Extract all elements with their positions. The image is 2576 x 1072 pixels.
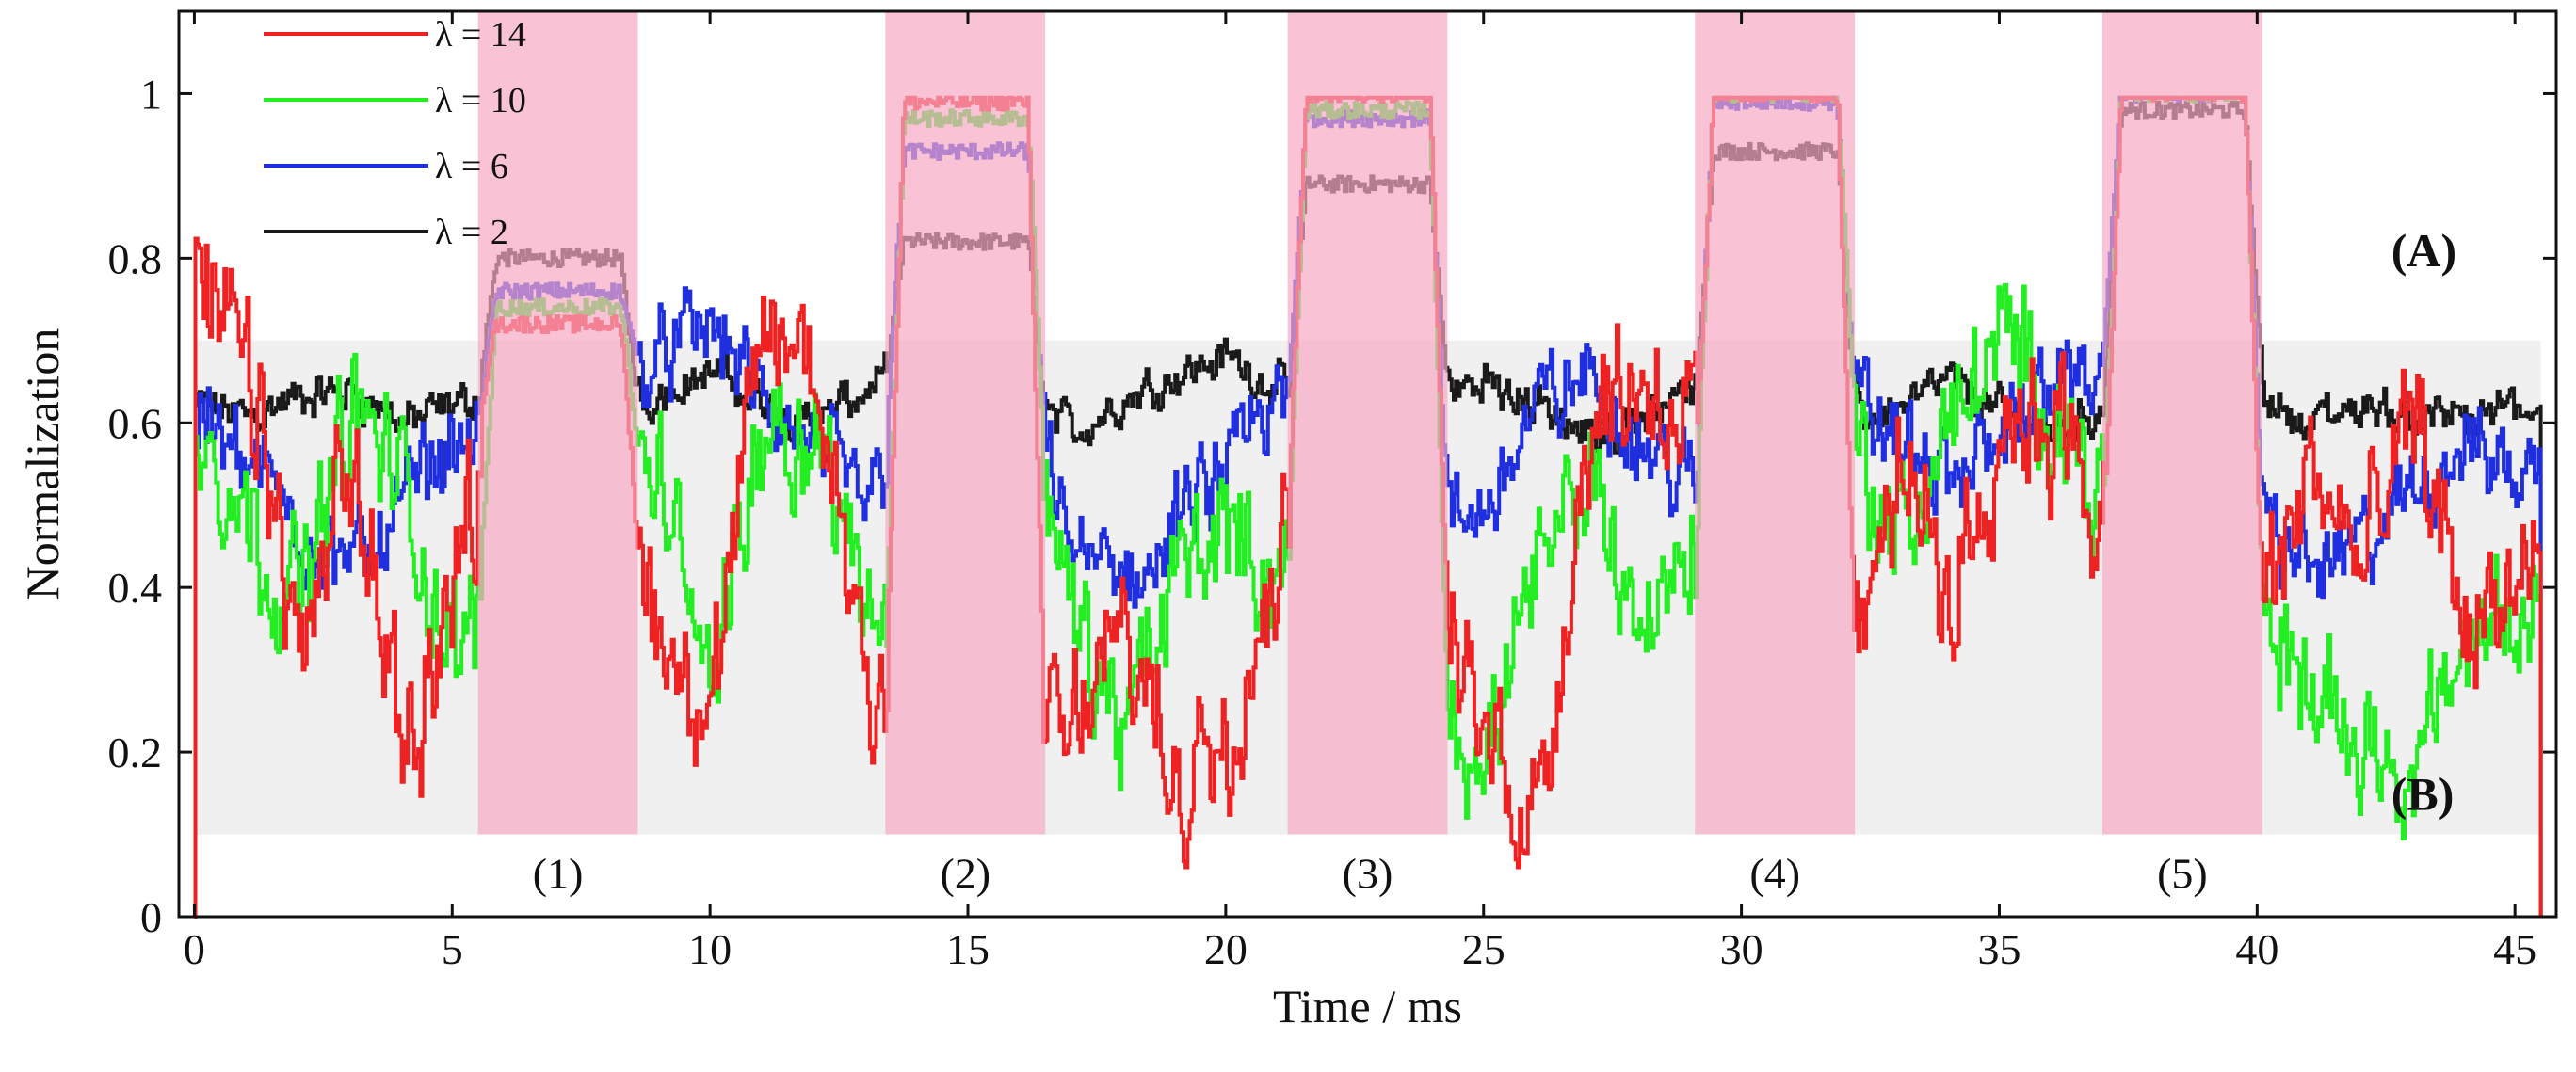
region-label-2: (2) [940,849,990,897]
annotation-b: (B) [2391,767,2455,820]
x-tick-label: 5 [442,925,463,973]
y-tick-label: 0 [140,893,162,941]
x-tick-label: 35 [1977,925,2021,973]
highlight-region-1 [477,12,638,835]
y-axis-label: Normalization [16,328,69,600]
region-labels: (1) (2) (3) (4) (5) (A) (B) [533,224,2456,897]
x-tick-label: 40 [2235,925,2278,973]
plot-frame [177,9,2558,919]
legend-label-lambda-2: λ = 2 [435,213,508,252]
x-tick-label: 15 [946,925,990,973]
y-tick-label: 1 [140,70,162,118]
legend: λ = 14 λ = 10 λ = 6 λ = 2 [264,15,526,252]
highlight-region-5 [2102,12,2262,835]
legend-label-lambda-10: λ = 10 [435,81,526,120]
highlight-region-2 [885,12,1046,835]
x-tick-label: 45 [2493,925,2536,973]
highlight-regions [477,12,2262,835]
region-label-5: (5) [2157,849,2208,897]
region-label-4: (4) [1749,849,1800,897]
x-axis-label: Time / ms [1273,980,1462,1032]
axis-ticks: 0 5 10 15 20 25 30 35 40 45 0 0.2 0.4 0.6 0.8 1 [108,11,2556,973]
legend-label-lambda-14: λ = 14 [435,15,526,55]
x-tick-label: 25 [1462,925,1505,973]
x-tick-label: 0 [184,925,205,973]
highlight-region-3 [1287,12,1448,835]
y-tick-label: 0.8 [108,234,163,282]
highlight-region-4 [1695,12,1856,835]
legend-label-lambda-6: λ = 6 [435,147,508,186]
x-tick-label: 10 [688,925,732,973]
y-tick-label: 0.4 [108,564,163,612]
region-label-1: (1) [533,849,584,897]
y-tick-label: 0.6 [108,399,163,447]
region-label-3: (3) [1343,849,1393,897]
x-tick-label: 20 [1204,925,1248,973]
x-tick-label: 30 [1720,925,1763,973]
annotation-a: (A) [2391,224,2456,277]
y-tick-label: 0.2 [108,728,163,776]
